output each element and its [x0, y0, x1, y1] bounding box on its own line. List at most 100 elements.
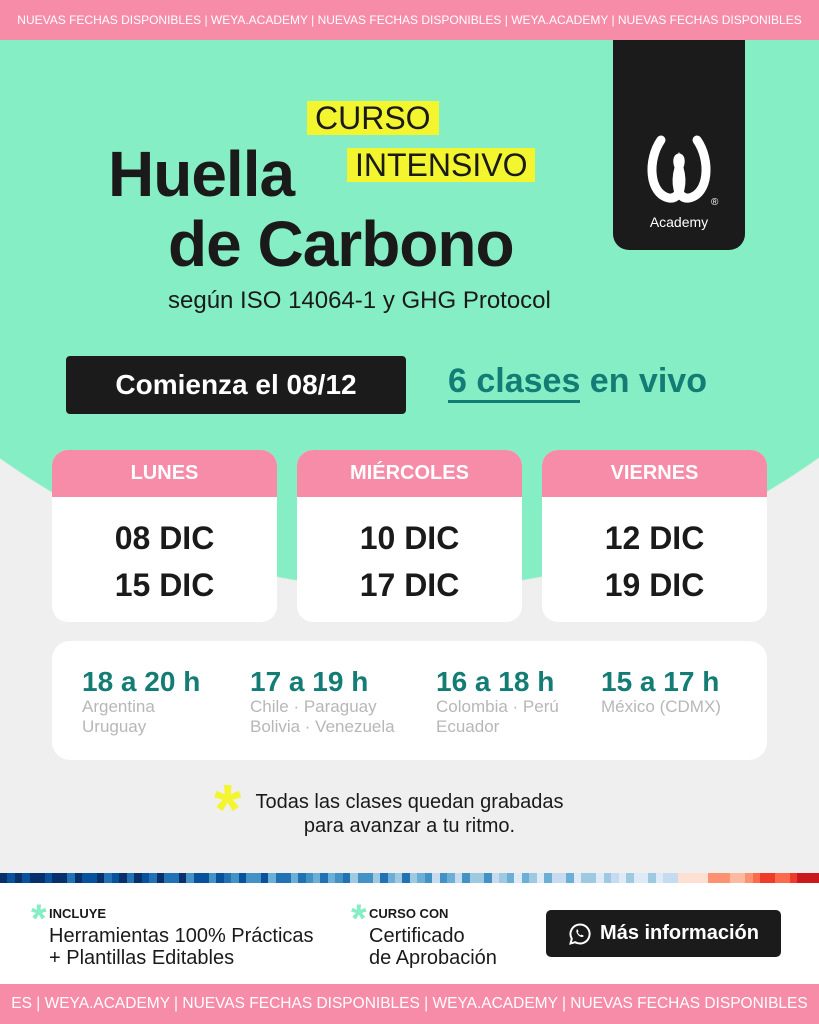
climate-stripe — [737, 873, 746, 883]
climate-stripe — [387, 873, 396, 883]
climate-stripe — [432, 873, 440, 883]
climate-stripe — [775, 873, 783, 883]
climate-stripe — [678, 873, 686, 883]
climate-stripe — [283, 873, 291, 883]
climate-stripe — [216, 873, 224, 883]
climate-stripe — [335, 873, 343, 883]
countries: México (CDMX) — [601, 697, 721, 716]
timezone-item: 17 a 19 h Chile · Paraguay Bolivia · Venez… — [250, 667, 395, 737]
climate-stripe — [544, 873, 552, 883]
climate-stripe — [141, 873, 150, 883]
live-classes-text: 6 clases en vivo — [448, 362, 707, 403]
feature-line: + Plantillas Editables — [49, 947, 235, 969]
day-name: MIÉRCOLES — [297, 450, 522, 497]
feature-line: Certificado — [369, 925, 465, 947]
climate-stripe — [119, 873, 127, 883]
climate-stripe — [708, 873, 716, 883]
feature-line: de Aprobación — [369, 947, 497, 969]
time-range: 16 a 18 h — [436, 666, 555, 697]
climate-stripe — [551, 873, 559, 883]
climate-stripe — [558, 873, 567, 883]
countries: Colombia · Perú — [436, 697, 559, 716]
climate-stripe — [275, 873, 284, 883]
climate-stripe — [186, 873, 194, 883]
subtitle: según ISO 14064-1 y GHG Protocol — [168, 287, 551, 314]
climate-stripe — [760, 873, 768, 883]
climate-stripe — [596, 873, 604, 883]
asterisk-icon: * — [214, 770, 242, 848]
climate-stripe — [327, 873, 336, 883]
climate-stripe — [506, 873, 515, 883]
climate-stripe — [74, 873, 82, 883]
climate-stripe — [484, 873, 492, 883]
date: 17 DIC — [359, 567, 460, 603]
date: 10 DIC — [359, 520, 460, 556]
whatsapp-icon — [569, 922, 591, 945]
climate-stripe — [782, 873, 791, 883]
climate-stripe — [566, 873, 574, 883]
climate-stripe — [372, 873, 381, 883]
climate-stripe — [238, 873, 246, 883]
climate-stripe — [298, 873, 306, 883]
climate-stripe — [208, 873, 217, 883]
day-card-viernes: VIERNES 12 DIC 19 DIC — [542, 450, 767, 622]
button-label: Más información — [600, 922, 759, 944]
climate-stripe — [193, 873, 202, 883]
climate-stripe — [201, 873, 209, 883]
climate-stripe — [171, 873, 179, 883]
climate-stripe — [752, 873, 761, 883]
climate-stripe — [573, 873, 582, 883]
climate-stripe — [380, 873, 388, 883]
more-info-button[interactable]: Más información — [546, 910, 781, 957]
climate-stripe — [37, 873, 45, 883]
climate-stripe — [223, 873, 232, 883]
top-ticker-banner: NUEVAS FECHAS DISPONIBLES | WEYA.ACADEMY… — [0, 0, 819, 40]
climate-stripe — [44, 873, 53, 883]
climate-stripe — [633, 873, 641, 883]
climate-stripe — [402, 873, 410, 883]
climate-stripe — [626, 873, 634, 883]
weya-logo-icon — [647, 135, 711, 203]
climate-stripe — [260, 873, 269, 883]
climate-stripe — [715, 873, 723, 883]
feature-key: CURSO CON — [369, 906, 449, 921]
bottom-ticker-banner: ES | WEYA.ACADEMY | NUEVAS FECHAS DISPON… — [0, 984, 819, 1024]
timezone-panel: 18 a 20 h Argentina Uruguay 17 a 19 h Chile… — [52, 641, 767, 760]
climate-stripes — [0, 873, 819, 883]
climate-stripe — [14, 873, 23, 883]
climate-stripe — [730, 873, 738, 883]
day-card-miercoles: MIÉRCOLES 10 DIC 17 DIC — [297, 450, 522, 622]
climate-stripe — [156, 873, 164, 883]
climate-stripe — [462, 873, 470, 883]
time-range: 18 a 20 h — [82, 666, 201, 697]
feature-line: Herramientas 100% Prácticas — [49, 925, 314, 947]
climate-stripe — [245, 873, 254, 883]
climate-stripe — [693, 873, 701, 883]
climate-stripe — [618, 873, 627, 883]
climate-stripe — [454, 873, 463, 883]
note-line: Todas las clases quedan grabadas — [255, 791, 564, 813]
climate-stripe — [477, 873, 485, 883]
feature-certificate: * CURSO CON Certificado de Aprobación — [351, 899, 497, 969]
title-line-1: Huella — [108, 138, 295, 210]
climate-stripe — [357, 873, 366, 883]
climate-stripe — [797, 873, 805, 883]
climate-stripe — [253, 873, 261, 883]
ticker-text: ES | WEYA.ACADEMY | NUEVAS FECHAS DISPON… — [11, 995, 808, 1012]
countries: Bolivia · Venezuela — [250, 717, 395, 736]
date: 19 DIC — [604, 567, 705, 603]
climate-stripe — [491, 873, 500, 883]
feature-includes: * INCLUYE Herramientas 100% Prácticas + Pla… — [31, 899, 314, 969]
climate-stripe — [670, 873, 679, 883]
climate-stripe — [685, 873, 694, 883]
climate-stripe — [305, 873, 314, 883]
climate-stripe — [290, 873, 299, 883]
asterisk-icon: * — [31, 897, 47, 941]
climate-stripe — [7, 873, 15, 883]
climate-stripe — [350, 873, 358, 883]
countries: Chile · Paraguay — [250, 697, 377, 716]
start-date-badge: Comienza el 08/12 — [66, 356, 406, 414]
date: 12 DIC — [604, 520, 705, 556]
ticker-text: NUEVAS FECHAS DISPONIBLES | WEYA.ACADEMY… — [17, 13, 802, 27]
climate-stripe — [588, 873, 597, 883]
